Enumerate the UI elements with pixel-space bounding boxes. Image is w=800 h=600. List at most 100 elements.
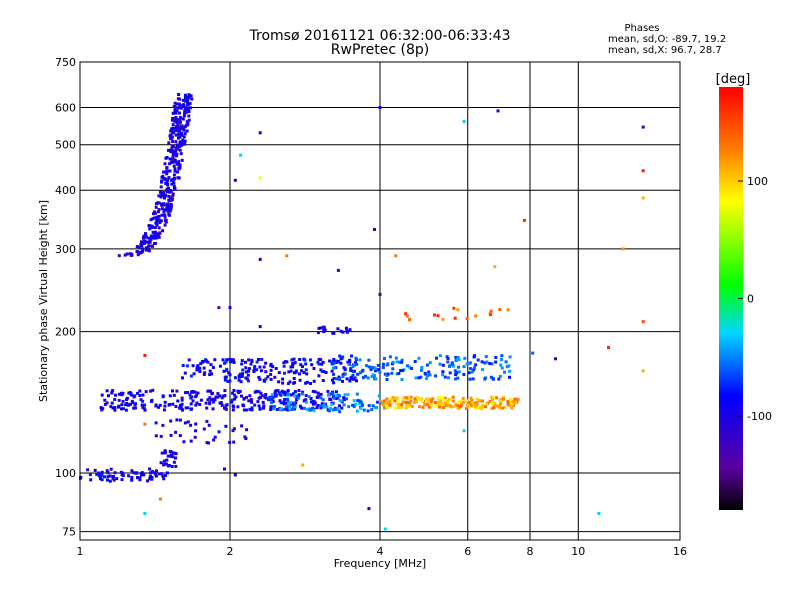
data-point <box>244 437 248 440</box>
data-point <box>474 363 478 367</box>
data-point <box>168 213 171 217</box>
data-point <box>174 149 178 153</box>
data-point <box>121 474 125 478</box>
data-point <box>332 372 336 376</box>
data-point <box>187 95 191 99</box>
data-point <box>270 401 273 405</box>
data-point <box>138 245 142 249</box>
data-point <box>255 389 259 393</box>
data-point <box>380 401 384 405</box>
data-point <box>147 244 151 248</box>
data-point <box>194 403 198 407</box>
data-point <box>319 396 323 400</box>
data-point <box>175 162 179 166</box>
data-point <box>148 467 152 471</box>
data-point <box>250 358 254 362</box>
data-point <box>376 368 380 372</box>
data-point <box>175 120 179 124</box>
data-point <box>491 403 495 407</box>
data-point <box>100 478 104 482</box>
data-point <box>508 403 512 407</box>
data-point <box>111 389 115 393</box>
data-point <box>509 397 513 401</box>
data-point <box>138 389 142 393</box>
data-point <box>470 370 474 374</box>
data-point <box>163 162 167 166</box>
data-point <box>442 406 446 409</box>
data-point <box>112 474 115 478</box>
data-point <box>178 129 182 133</box>
data-point <box>253 403 257 407</box>
data-point <box>426 399 430 403</box>
data-point <box>330 392 334 395</box>
data-point <box>181 376 184 380</box>
data-point <box>177 121 181 125</box>
data-point <box>138 478 142 482</box>
data-point <box>133 394 137 398</box>
data-point <box>475 404 479 408</box>
data-point <box>352 399 356 403</box>
data-point <box>179 106 183 110</box>
data-point <box>355 392 359 396</box>
data-point <box>398 360 401 364</box>
data-point <box>149 234 153 238</box>
data-point <box>240 394 243 398</box>
data-point <box>105 401 109 405</box>
data-point <box>196 364 200 368</box>
data-point <box>144 390 148 394</box>
data-point <box>489 309 493 313</box>
data-point <box>264 377 268 381</box>
data-point <box>457 400 461 404</box>
data-point <box>351 369 355 373</box>
data-point <box>356 399 360 403</box>
data-point <box>143 422 147 426</box>
data-point <box>111 406 115 410</box>
data-point <box>186 98 190 101</box>
data-point <box>400 378 404 381</box>
data-point <box>463 356 467 360</box>
data-point <box>441 370 445 374</box>
data-point <box>470 398 474 402</box>
data-point <box>277 380 281 384</box>
data-point <box>179 144 183 147</box>
data-point <box>456 376 460 380</box>
data-point <box>391 396 395 399</box>
data-point <box>125 396 129 400</box>
data-point <box>305 372 309 376</box>
data-point <box>428 361 432 365</box>
data-point <box>311 389 315 393</box>
data-point <box>641 125 645 129</box>
data-point <box>514 401 518 405</box>
data-point <box>186 101 190 104</box>
data-point <box>408 401 412 405</box>
data-point <box>111 476 115 480</box>
data-point <box>142 242 146 246</box>
data-point <box>366 376 370 380</box>
y-tick-label: 100 <box>55 467 76 480</box>
data-point <box>327 393 330 397</box>
data-point <box>163 474 167 477</box>
data-point <box>193 435 197 439</box>
data-point <box>151 470 154 473</box>
data-point <box>178 163 182 167</box>
data-point <box>458 405 462 409</box>
data-point <box>274 367 278 370</box>
data-point <box>109 467 113 471</box>
data-point <box>281 381 285 385</box>
data-point <box>427 397 431 401</box>
data-point <box>175 146 179 150</box>
data-point <box>292 381 296 385</box>
data-point <box>136 253 140 257</box>
data-point <box>159 190 162 194</box>
data-point <box>103 402 107 406</box>
data-point <box>491 395 495 399</box>
data-point <box>176 170 179 174</box>
data-point <box>338 354 342 358</box>
data-point <box>121 407 125 411</box>
data-point <box>324 371 328 374</box>
data-point <box>319 392 323 396</box>
data-point <box>506 403 510 406</box>
data-point <box>244 408 248 412</box>
data-point <box>150 244 154 248</box>
data-point <box>149 471 153 475</box>
